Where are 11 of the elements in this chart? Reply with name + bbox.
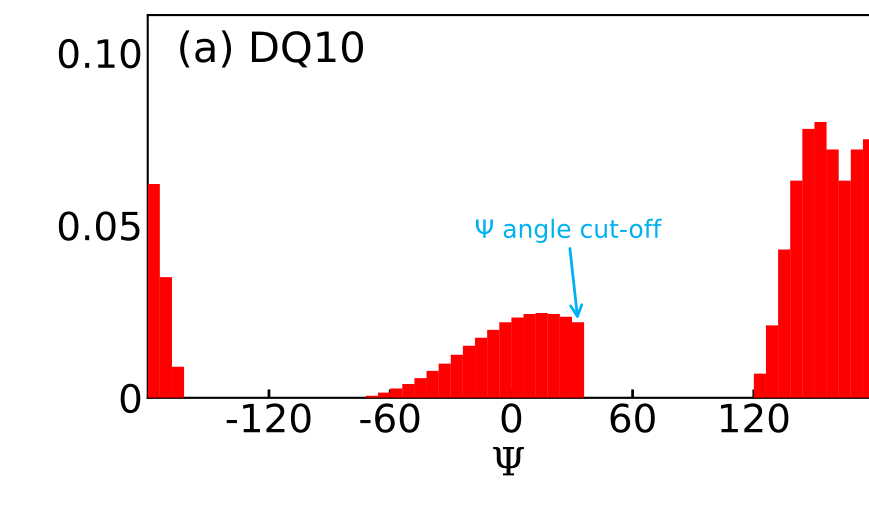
x-tick-label: 120 xyxy=(720,403,788,433)
x-tick-label: -120 xyxy=(226,403,310,433)
y-tick-label: 0 xyxy=(120,384,140,414)
y-tick-label: 0.10 xyxy=(58,38,140,68)
annotation: Ψ angle cut-off xyxy=(476,218,662,243)
annotation: (a) DQ10 xyxy=(180,30,364,68)
x-axis-title: Ψ xyxy=(493,447,524,476)
x-tick-label: 0 xyxy=(502,403,522,433)
x-tick-label: 60 xyxy=(610,403,655,433)
x-tick-label: -60 xyxy=(360,403,420,433)
y-tick-label: 0.05 xyxy=(58,211,140,241)
